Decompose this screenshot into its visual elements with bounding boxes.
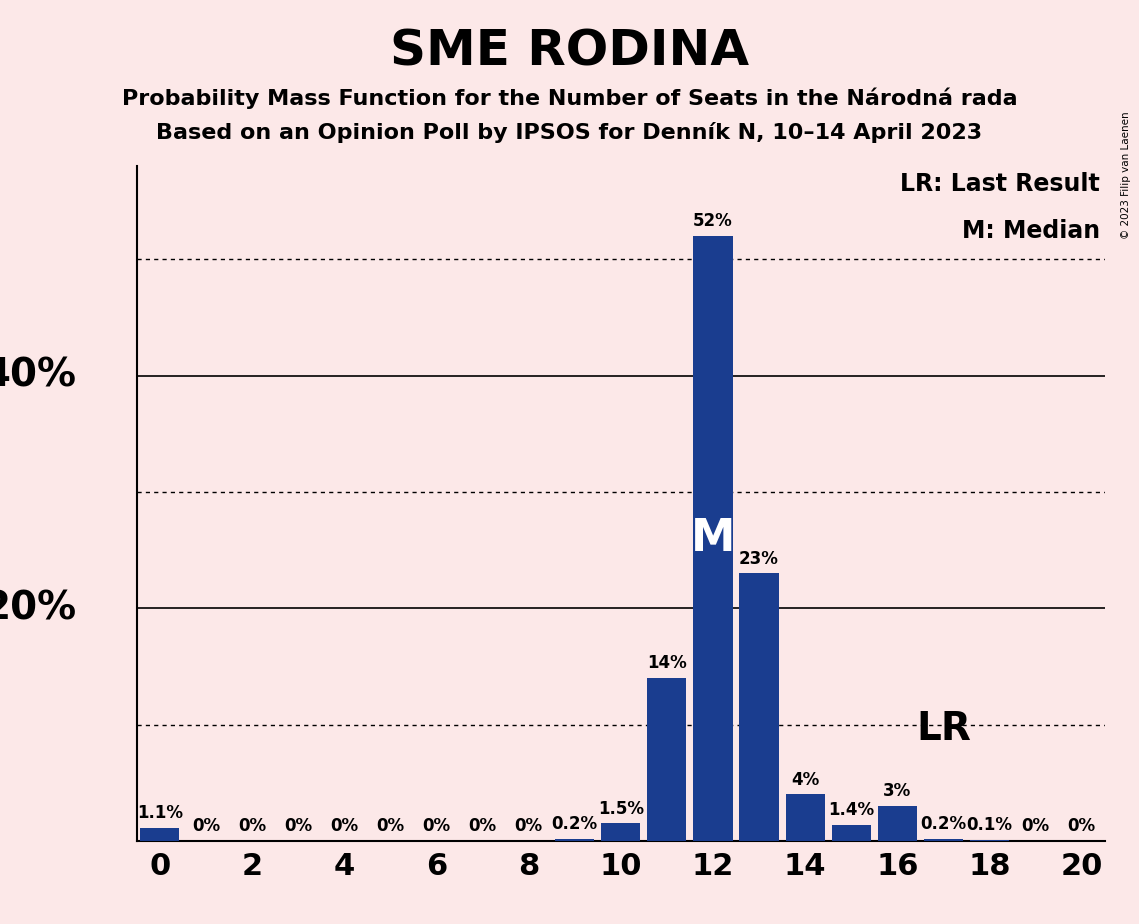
Bar xyxy=(140,828,179,841)
Text: M: M xyxy=(690,517,735,560)
Text: M: Median: M: Median xyxy=(962,219,1100,243)
Bar xyxy=(601,823,640,841)
Text: LR: LR xyxy=(916,710,970,748)
Bar xyxy=(924,838,964,841)
Bar xyxy=(739,574,779,841)
Text: 3%: 3% xyxy=(883,782,911,800)
Text: 52%: 52% xyxy=(694,213,732,230)
Text: 14%: 14% xyxy=(647,654,687,673)
Bar xyxy=(694,237,732,841)
Text: 1.1%: 1.1% xyxy=(137,804,182,822)
Text: 1.4%: 1.4% xyxy=(828,801,875,819)
Text: Based on an Opinion Poll by IPSOS for Denník N, 10–14 April 2023: Based on an Opinion Poll by IPSOS for De… xyxy=(156,122,983,143)
Text: 4%: 4% xyxy=(792,771,819,788)
Text: 0%: 0% xyxy=(376,817,404,835)
Text: 40%: 40% xyxy=(0,357,76,395)
Text: SME RODINA: SME RODINA xyxy=(390,28,749,76)
Bar xyxy=(555,838,595,841)
Text: 23%: 23% xyxy=(739,550,779,567)
Text: 0%: 0% xyxy=(515,817,542,835)
Text: 1.5%: 1.5% xyxy=(598,799,644,818)
Text: LR: Last Result: LR: Last Result xyxy=(901,172,1100,196)
Text: © 2023 Filip van Laenen: © 2023 Filip van Laenen xyxy=(1121,111,1131,238)
Text: Probability Mass Function for the Number of Seats in the Národná rada: Probability Mass Function for the Number… xyxy=(122,88,1017,109)
Text: 0%: 0% xyxy=(468,817,497,835)
Text: 0.2%: 0.2% xyxy=(920,815,967,833)
Text: 0%: 0% xyxy=(284,817,312,835)
Bar xyxy=(878,806,917,841)
Text: 0.2%: 0.2% xyxy=(551,815,598,833)
Bar xyxy=(786,795,825,841)
Bar xyxy=(970,840,1009,841)
Text: 0%: 0% xyxy=(191,817,220,835)
Bar xyxy=(831,824,871,841)
Text: 0.1%: 0.1% xyxy=(967,816,1013,833)
Text: 0%: 0% xyxy=(1067,817,1096,835)
Bar xyxy=(647,678,687,841)
Text: 0%: 0% xyxy=(1022,817,1050,835)
Text: 0%: 0% xyxy=(330,817,358,835)
Text: 0%: 0% xyxy=(238,817,267,835)
Text: 20%: 20% xyxy=(0,590,76,627)
Text: 0%: 0% xyxy=(423,817,450,835)
